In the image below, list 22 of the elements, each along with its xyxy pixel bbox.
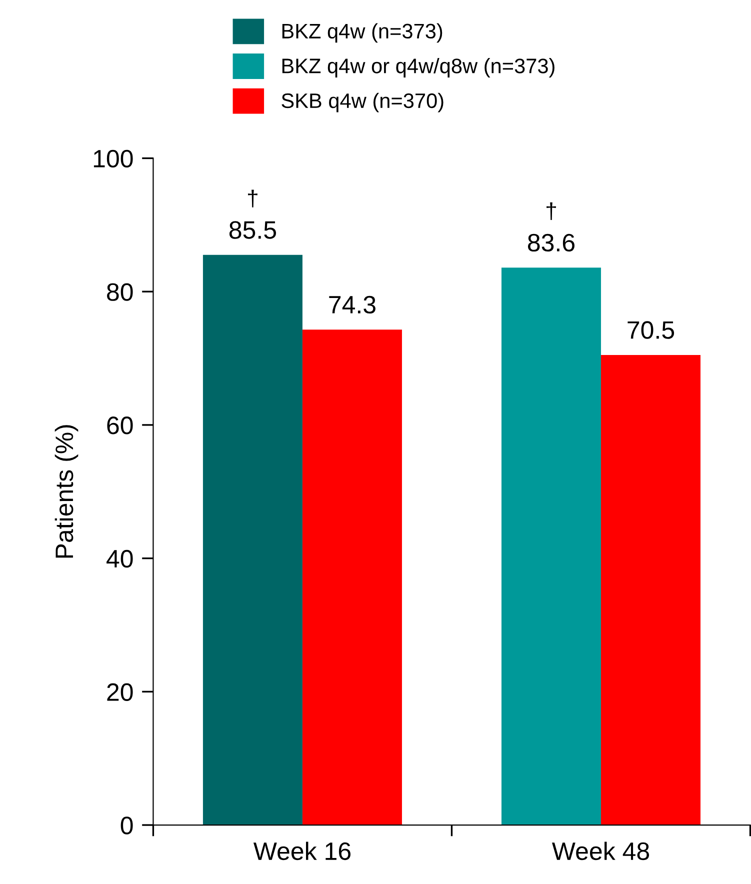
bar xyxy=(600,354,700,826)
bar xyxy=(501,268,601,826)
bar xyxy=(202,254,302,826)
y-tick-label: 20 xyxy=(107,683,133,701)
annotation: † xyxy=(248,190,258,208)
x-tick-label: Week 48 xyxy=(552,842,650,860)
data-label: 85.5 xyxy=(229,221,276,239)
y-tick-label: 100 xyxy=(94,150,133,168)
legend-label: BKZ q4w (n=373) xyxy=(282,23,442,43)
data-label: 83.6 xyxy=(528,234,574,252)
legend-label: SKB q4w (n=370) xyxy=(282,92,444,112)
y-axis-title: Patients (%) xyxy=(54,425,78,558)
data-label: 70.5 xyxy=(628,321,674,339)
data-label: 74.3 xyxy=(329,296,376,314)
x-tick-label: Week 16 xyxy=(253,842,350,860)
legend-label: BKZ q4w or q4w/q8w (n=373) xyxy=(282,58,554,78)
annotation: † xyxy=(546,202,556,220)
y-tick-label: 40 xyxy=(106,550,133,568)
y-tick-label: 60 xyxy=(107,416,133,434)
y-tick-label: 80 xyxy=(107,283,133,301)
y-tick-label: 0 xyxy=(120,816,133,834)
bar xyxy=(302,330,402,826)
